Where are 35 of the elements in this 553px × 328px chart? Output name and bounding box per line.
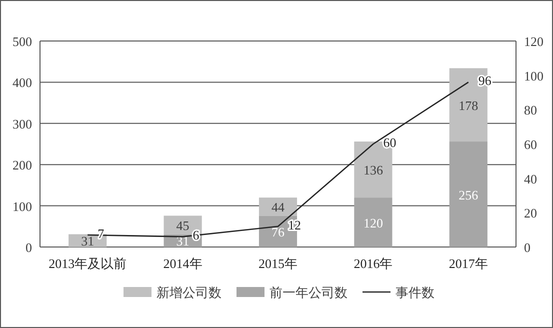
x-tick-label: 2013年及以前 (48, 256, 127, 271)
y2-tick-label: 20 (524, 206, 537, 221)
data-label: 44 (272, 200, 285, 215)
data-label: 178 (458, 98, 478, 113)
data-label: 120 (363, 215, 383, 230)
data-label: 60 (383, 135, 396, 150)
data-label: 31 (176, 234, 190, 249)
y2-tick-label: 120 (524, 34, 544, 49)
x-tick-label: 2015年 (258, 256, 298, 271)
y2-tick-label: 80 (524, 102, 537, 118)
data-label: 136 (363, 162, 384, 178)
y-tick-label: 500 (12, 34, 32, 49)
bar (449, 142, 488, 247)
data-label: 256 (458, 187, 479, 202)
bar (354, 198, 392, 247)
y2-tick-label: 100 (524, 68, 544, 84)
y-tick-label: 0 (26, 240, 32, 255)
data-label: 76 (272, 224, 285, 240)
y-tick-label: 300 (12, 116, 32, 132)
y-tick-label: 100 (12, 198, 32, 214)
data-label: 31 (81, 234, 94, 249)
y2-tick-label: 0 (524, 240, 530, 255)
x-tick-label: 2014年 (163, 256, 202, 271)
bar (258, 198, 298, 216)
legend-label: 前一年公司数 (270, 285, 348, 300)
y-tick-label: 400 (12, 75, 32, 90)
legend-label: 新增公司数 (156, 285, 222, 300)
y2-tick-label: 40 (524, 171, 537, 186)
x-tick-label: 2016年 (354, 256, 393, 271)
x-tick-label: 2017年 (448, 256, 488, 271)
data-label: 45 (176, 218, 190, 233)
y2-tick-label: 60 (524, 137, 537, 152)
legend-label: 事件数 (396, 285, 434, 300)
y-tick-label: 200 (12, 158, 32, 173)
data-label: 96 (478, 73, 492, 88)
